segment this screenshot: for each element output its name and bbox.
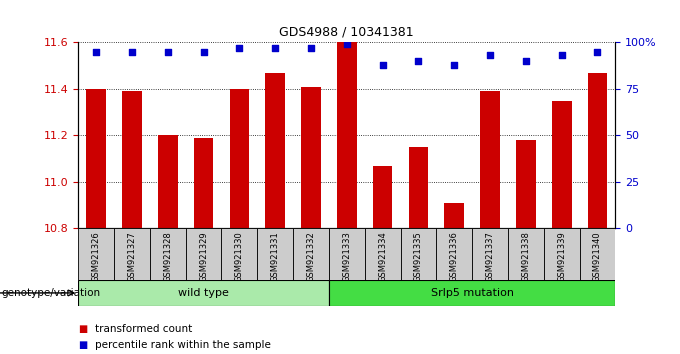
Text: GSM921340: GSM921340: [593, 231, 602, 281]
Text: GSM921331: GSM921331: [271, 231, 279, 282]
Point: [234, 45, 245, 51]
Bar: [114, 228, 150, 280]
Text: GSM921329: GSM921329: [199, 231, 208, 281]
Text: GSM921339: GSM921339: [557, 231, 566, 282]
Text: GSM921330: GSM921330: [235, 231, 244, 282]
Bar: [122, 91, 141, 228]
Point: [270, 45, 281, 51]
Bar: [194, 138, 214, 228]
Text: GSM921334: GSM921334: [378, 231, 387, 282]
Text: genotype/variation: genotype/variation: [1, 288, 101, 298]
Bar: [401, 228, 437, 280]
Bar: [364, 228, 401, 280]
Bar: [409, 147, 428, 228]
Text: GSM921333: GSM921333: [342, 231, 352, 282]
Bar: [516, 140, 536, 228]
Bar: [437, 228, 472, 280]
Point: [592, 49, 603, 55]
Bar: [158, 136, 177, 228]
Bar: [78, 228, 114, 280]
Text: GSM921336: GSM921336: [449, 231, 459, 282]
Bar: [293, 228, 329, 280]
Text: Srlp5 mutation: Srlp5 mutation: [430, 288, 513, 298]
Text: percentile rank within the sample: percentile rank within the sample: [95, 340, 271, 350]
Text: ■: ■: [78, 340, 88, 350]
Bar: [579, 228, 615, 280]
Point: [90, 49, 101, 55]
Bar: [222, 228, 257, 280]
Point: [449, 62, 460, 68]
Bar: [508, 228, 544, 280]
Point: [126, 49, 137, 55]
Text: GSM921328: GSM921328: [163, 231, 172, 282]
Bar: [301, 87, 321, 228]
Point: [377, 62, 388, 68]
Bar: [588, 73, 607, 228]
Point: [163, 49, 173, 55]
Bar: [329, 280, 615, 306]
Text: wild type: wild type: [178, 288, 229, 298]
Text: GSM921326: GSM921326: [92, 231, 101, 282]
Bar: [329, 228, 364, 280]
Bar: [472, 228, 508, 280]
Text: GSM921337: GSM921337: [486, 231, 494, 282]
Text: GSM921327: GSM921327: [127, 231, 137, 282]
Bar: [150, 228, 186, 280]
Bar: [86, 89, 106, 228]
Text: transformed count: transformed count: [95, 324, 192, 333]
Bar: [552, 101, 571, 228]
Point: [485, 53, 496, 58]
Bar: [373, 166, 392, 228]
Bar: [230, 89, 249, 228]
Point: [520, 58, 531, 64]
Bar: [78, 280, 329, 306]
Text: GSM921335: GSM921335: [414, 231, 423, 282]
Bar: [480, 91, 500, 228]
Text: GSM921338: GSM921338: [522, 231, 530, 282]
Bar: [445, 203, 464, 228]
Bar: [186, 228, 222, 280]
Point: [413, 58, 424, 64]
Point: [198, 49, 209, 55]
Text: GSM921332: GSM921332: [307, 231, 316, 282]
Text: ■: ■: [78, 324, 88, 333]
Bar: [337, 42, 356, 228]
Point: [341, 41, 352, 47]
Title: GDS4988 / 10341381: GDS4988 / 10341381: [279, 25, 414, 39]
Bar: [544, 228, 579, 280]
Bar: [257, 228, 293, 280]
Point: [305, 45, 316, 51]
Bar: [265, 73, 285, 228]
Point: [556, 53, 567, 58]
